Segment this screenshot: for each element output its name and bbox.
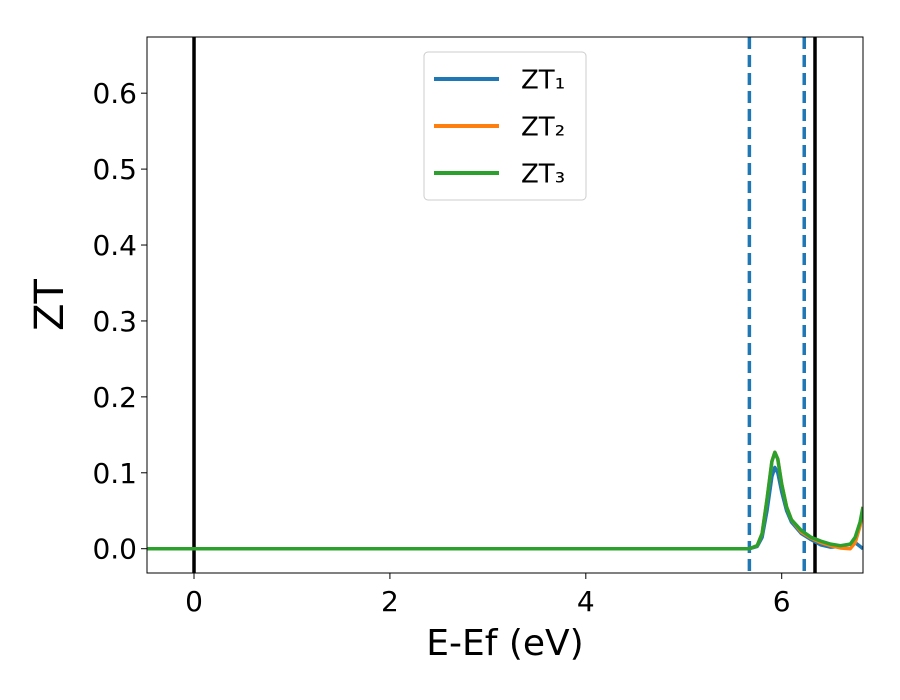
legend-label: ZT₁ [521,66,565,96]
legend-label: ZT₂ [521,113,565,143]
legend-label: ZT₃ [521,160,565,190]
x-tick-label: 2 [381,585,399,618]
x-tick-label: 4 [577,585,595,618]
plot-frame [146,36,864,574]
x-tick-label: 6 [773,585,791,618]
y-tick-label: 0.1 [92,457,137,490]
series-line [147,450,863,551]
x-axis-label: E-Ef (eV) [426,623,583,664]
y-tick-label: 0.0 [92,533,137,566]
y-tick-label: 0.5 [92,153,137,186]
y-tick-label: 0.6 [92,77,137,110]
y-tick-label: 0.4 [92,229,137,262]
plot-area [147,37,863,573]
legend-box [423,51,587,201]
series-line [147,465,863,551]
x-tick-label: 0 [185,585,203,618]
y-tick-label: 0.3 [92,305,137,338]
y-tick-label: 0.2 [92,381,137,414]
series-line [147,450,863,551]
y-axis-label: ZT [27,279,73,331]
